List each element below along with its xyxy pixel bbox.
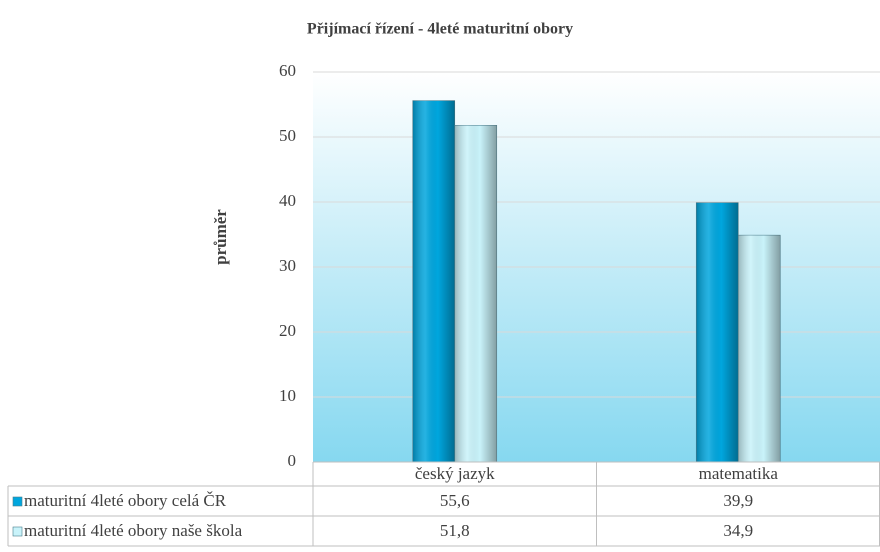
bar xyxy=(695,202,739,463)
table-value: 34,9 xyxy=(723,521,753,540)
legend-key xyxy=(12,496,23,507)
x-tick-label: matematika xyxy=(699,464,779,483)
y-axis-title: průměr xyxy=(211,209,230,265)
y-tick-label: 0 xyxy=(288,451,297,470)
x-tick-label: český jazyk xyxy=(415,464,495,483)
table-value: 55,6 xyxy=(440,491,470,510)
bar xyxy=(454,125,498,463)
table-value: 39,9 xyxy=(723,491,753,510)
legend-key xyxy=(12,526,23,537)
table-value: 51,8 xyxy=(440,521,470,540)
legend-label: maturitní 4leté obory celá ČR xyxy=(24,491,227,510)
y-tick-label: 60 xyxy=(279,61,296,80)
y-tick-label: 40 xyxy=(279,191,296,210)
y-tick-label: 20 xyxy=(279,321,296,340)
y-tick-label: 30 xyxy=(279,256,296,275)
y-tick-label: 10 xyxy=(279,386,296,405)
legend-label: maturitní 4leté obory naše škola xyxy=(24,521,243,540)
bar xyxy=(412,100,456,463)
chart-title: Přijímací řízení - 4leté maturitní obory xyxy=(307,21,573,38)
y-tick-label: 50 xyxy=(279,126,296,145)
bar xyxy=(737,234,781,463)
